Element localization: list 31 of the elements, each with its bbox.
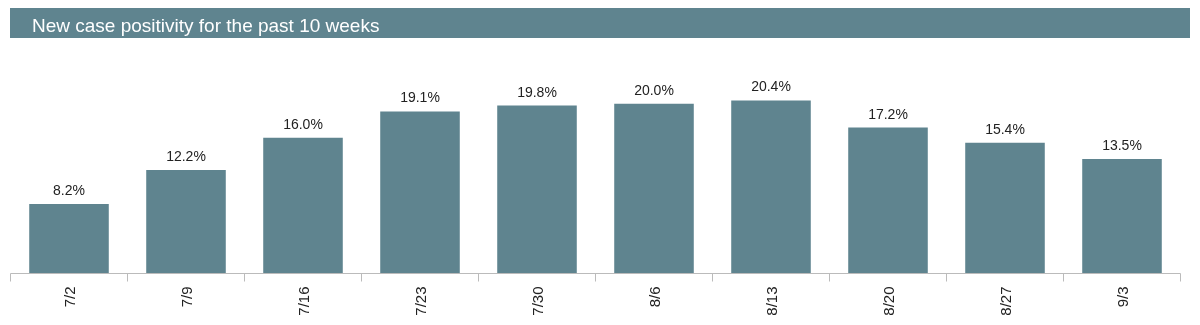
data-label: 8.2% <box>53 181 85 198</box>
x-tick-label: 8/20 <box>879 286 897 316</box>
data-label: 19.1% <box>400 89 440 106</box>
x-tick-label: 7/16 <box>294 286 312 316</box>
bar <box>263 137 343 274</box>
bar <box>380 111 460 274</box>
bar <box>965 142 1045 274</box>
x-tick-label: 8/27 <box>996 286 1014 316</box>
data-label: 12.2% <box>166 147 206 164</box>
x-tick-label: 9/3 <box>1113 286 1131 308</box>
bar <box>614 103 694 274</box>
data-label: 19.8% <box>517 83 557 100</box>
chart-title: New case positivity for the past 10 weeks <box>32 14 380 38</box>
x-tick-label: 8/13 <box>762 286 780 316</box>
data-label: 15.4% <box>985 120 1025 137</box>
bar <box>731 100 811 274</box>
bar <box>497 105 577 274</box>
data-label: 16.0% <box>283 115 323 132</box>
x-tick-label: 8/6 <box>645 286 663 308</box>
x-tick-label: 7/30 <box>528 286 546 316</box>
x-tick-label: 7/9 <box>177 286 195 308</box>
x-tick-label: 7/2 <box>60 286 78 308</box>
data-label: 20.4% <box>751 78 791 95</box>
data-label: 17.2% <box>868 105 908 122</box>
bar <box>848 127 928 274</box>
data-label: 20.0% <box>634 81 674 98</box>
bar <box>1082 158 1162 274</box>
data-label: 13.5% <box>1102 136 1142 153</box>
bar <box>29 203 109 274</box>
x-tick-label: 7/23 <box>411 286 429 316</box>
bar <box>146 169 226 274</box>
